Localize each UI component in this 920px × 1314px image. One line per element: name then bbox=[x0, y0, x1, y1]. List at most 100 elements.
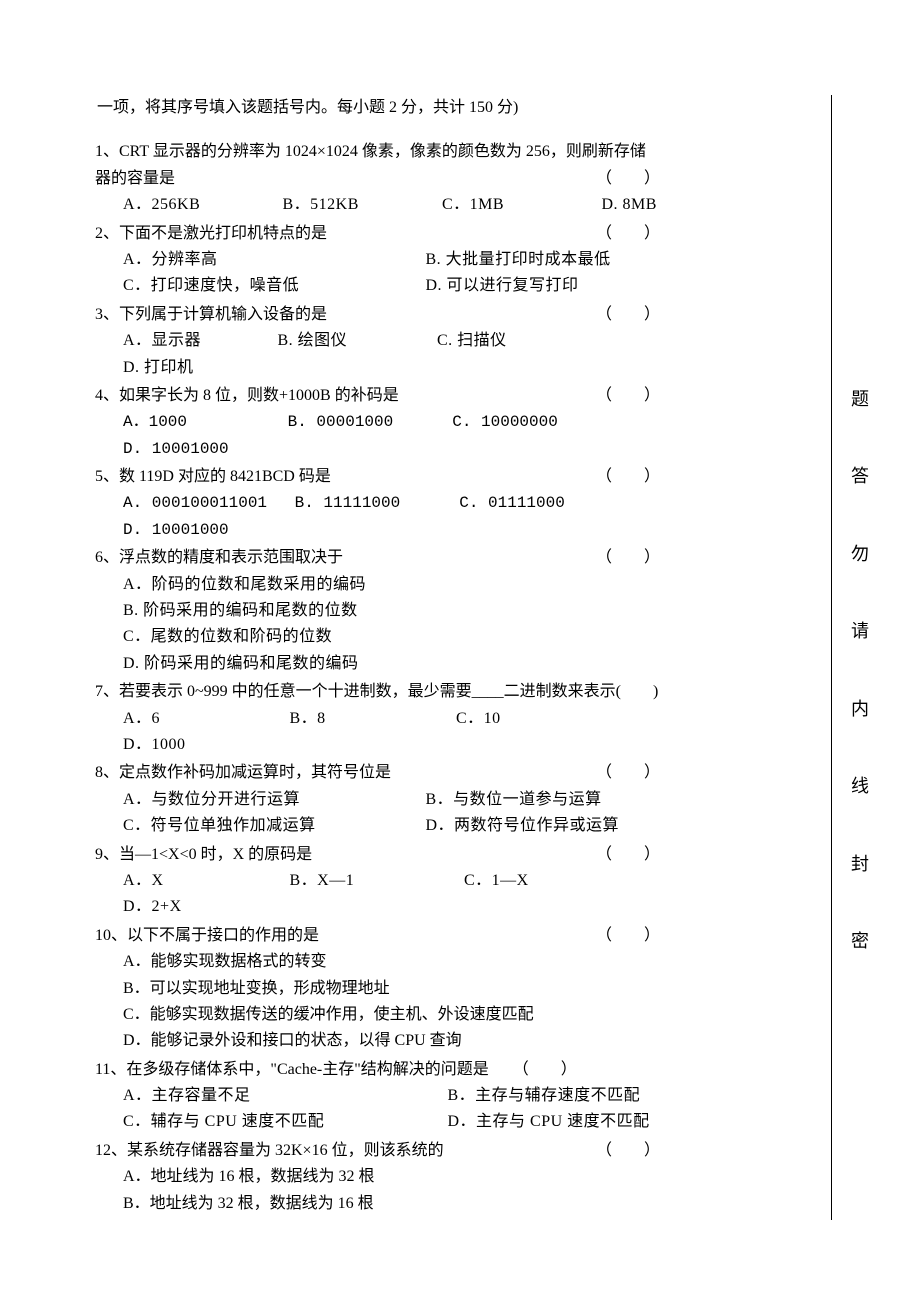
question-stem: 9、当—1<X<0 时，X 的原码是 （ ） bbox=[95, 842, 660, 868]
question-stem: 12、某系统存储器容量为 32K×16 位，则该系统的 （ ） bbox=[95, 1138, 660, 1164]
question-stem: 4、如果字长为 8 位，则数+1000B 的补码是 （ ） bbox=[95, 383, 660, 409]
options-row: A．阶码的位数和尾数采用的编码 B. 阶码采用的编码和尾数的位数 bbox=[95, 572, 660, 625]
question-stem: 8、定点数作补码加减运算时，其符号位是 （ ） bbox=[95, 760, 660, 786]
option-c: C．打印速度快，噪音低 bbox=[123, 273, 421, 299]
option-c: C. 扫描仪 bbox=[437, 328, 592, 354]
seal-line bbox=[831, 95, 832, 1220]
options-row: A．主存容量不足 B．主存与辅存速度不匹配 bbox=[95, 1083, 660, 1109]
question-10: 10、以下不属于接口的作用的是 （ ） A．能够实现数据格式的转变 B．可以实现… bbox=[95, 923, 660, 1055]
question-5: 5、数 119D 对应的 8421BCD 码是 （ ） A. 000100011… bbox=[95, 464, 660, 543]
question-4: 4、如果字长为 8 位，则数+1000B 的补码是 （ ） A．1000 B. … bbox=[95, 383, 660, 462]
option-a: A．能够实现数据格式的转变 bbox=[95, 949, 660, 975]
answer-bracket: （ ） bbox=[596, 166, 660, 192]
options-row: A．分辨率高 B. 大批量打印时成本最低 bbox=[95, 247, 660, 273]
option-c: C．1—X bbox=[464, 868, 634, 894]
option-a: A．显示器 bbox=[123, 328, 273, 354]
stem-text: 2、下面不是激光打印机特点的是 bbox=[95, 225, 327, 242]
question-stem: 7、若要表示 0~999 中的任意一个十进制数，最少需要____二进制数来表示(… bbox=[95, 679, 660, 705]
question-stem: 5、数 119D 对应的 8421BCD 码是 （ ） bbox=[95, 464, 660, 490]
option-b: B．主存与辅存速度不匹配 bbox=[448, 1083, 641, 1109]
options-row: C．辅存与 CPU 速度不匹配 D．主存与 CPU 速度不匹配 bbox=[95, 1109, 660, 1135]
option-b: B．与数位一道参与运算 bbox=[426, 787, 602, 813]
side-char: 密 bbox=[851, 932, 869, 950]
option-c: C．辅存与 CPU 速度不匹配 bbox=[123, 1109, 443, 1135]
question-3: 3、下列属于计算机输入设备的是 （ ） A．显示器 B. 绘图仪 C. 扫描仪 … bbox=[95, 302, 660, 381]
question-6: 6、浮点数的精度和表示范围取决于 （ ） A．阶码的位数和尾数采用的编码 B. … bbox=[95, 545, 660, 677]
option-a: A．分辨率高 bbox=[123, 247, 421, 273]
option-b: B. 阶码采用的编码和尾数的位数 bbox=[123, 598, 358, 624]
answer-bracket: （ ） bbox=[596, 842, 660, 868]
question-7: 7、若要表示 0~999 中的任意一个十进制数，最少需要____二进制数来表示(… bbox=[95, 679, 660, 758]
option-a: A．与数位分开进行运算 bbox=[123, 787, 421, 813]
option-a: A．阶码的位数和尾数采用的编码 bbox=[123, 572, 421, 598]
question-11: 11、在多级存储体系中，"Cache-主存"结构解决的问题是 （ ） A．主存容… bbox=[95, 1057, 660, 1136]
option-d: D. 10001000 bbox=[123, 517, 229, 543]
side-char: 题 bbox=[851, 390, 869, 408]
options-row: C．符号位单独作加减运算 D．两数符号位作异或运算 bbox=[95, 813, 660, 839]
question-stem: 10、以下不属于接口的作用的是 （ ） bbox=[95, 923, 660, 949]
question-stem: 6、浮点数的精度和表示范围取决于 （ ） bbox=[95, 545, 660, 571]
option-a: A．256KB bbox=[123, 192, 278, 218]
option-b: B．地址线为 32 根，数据线为 16 根 bbox=[95, 1191, 660, 1217]
option-b: B．8 bbox=[290, 706, 452, 732]
option-a: A．1000 bbox=[123, 409, 278, 435]
option-a: A．地址线为 16 根，数据线为 32 根 bbox=[95, 1164, 660, 1190]
option-d: D．1000 bbox=[123, 732, 186, 758]
side-char: 封 bbox=[851, 855, 869, 873]
option-b: B．512KB bbox=[283, 192, 438, 218]
side-char: 请 bbox=[851, 622, 869, 640]
option-d: D. 10001000 bbox=[123, 436, 229, 462]
option-d: D．能够记录外设和接口的状态，以得 CPU 查询 bbox=[95, 1028, 660, 1054]
page-content: 一项，将其序号填入该题括号内。每小题 2 分，共计 150 分) 1、CRT 显… bbox=[0, 0, 760, 1314]
stem-text: 4、如果字长为 8 位，则数+1000B 的补码是 bbox=[95, 387, 399, 404]
option-d: D．主存与 CPU 速度不匹配 bbox=[448, 1109, 650, 1135]
question-stem: 11、在多级存储体系中，"Cache-主存"结构解决的问题是 （ ） bbox=[95, 1057, 660, 1083]
answer-bracket: （ ） bbox=[596, 545, 660, 571]
options-row: A．X B．X—1 C．1—X D．2+X bbox=[95, 868, 660, 921]
stem-text: 9、当—1<X<0 时，X 的原码是 bbox=[95, 846, 312, 863]
stem-text: 8、定点数作补码加减运算时，其符号位是 bbox=[95, 764, 391, 781]
answer-bracket: （ ） bbox=[596, 1138, 660, 1164]
side-char: 内 bbox=[851, 700, 869, 718]
question-12: 12、某系统存储器容量为 32K×16 位，则该系统的 （ ） A．地址线为 1… bbox=[95, 1138, 660, 1217]
option-b: B. 大批量打印时成本最低 bbox=[426, 247, 611, 273]
option-c: C．能够实现数据传送的缓冲作用，使主机、外设速度匹配 bbox=[95, 1002, 660, 1028]
options-row: C．打印速度快，噪音低 D. 可以进行复写打印 bbox=[95, 273, 660, 299]
answer-bracket: （ ） bbox=[596, 923, 660, 949]
option-c: C. 10000000 bbox=[452, 409, 622, 435]
question-stem: 3、下列属于计算机输入设备的是 （ ） bbox=[95, 302, 660, 328]
section-instructions: 一项，将其序号填入该题括号内。每小题 2 分，共计 150 分) bbox=[95, 95, 660, 121]
question-1: 1、CRT 显示器的分辨率为 1024×1024 像素，像素的颜色数为 256，… bbox=[95, 139, 660, 218]
side-char: 线 bbox=[851, 777, 869, 795]
option-d: D. 可以进行复写打印 bbox=[426, 273, 579, 299]
stem-text: 6、浮点数的精度和表示范围取决于 bbox=[95, 549, 343, 566]
option-b: B. 绘图仪 bbox=[278, 328, 433, 354]
option-d: D．2+X bbox=[123, 894, 182, 920]
option-a: A．6 bbox=[123, 706, 285, 732]
stem-text: 10、以下不属于接口的作用的是 bbox=[95, 927, 319, 944]
option-a: A．主存容量不足 bbox=[123, 1083, 443, 1109]
option-d: D. 8MB bbox=[602, 192, 657, 218]
options-row: A．1000 B. 00001000 C. 10000000 D. 100010… bbox=[95, 409, 660, 462]
option-b: B．X—1 bbox=[290, 868, 460, 894]
options-row: A．6 B．8 C．10 D．1000 bbox=[95, 706, 660, 759]
option-c: C．10 bbox=[456, 706, 626, 732]
option-c: C. 01111000 bbox=[459, 490, 614, 516]
option-a: A. 000100011001 bbox=[123, 490, 285, 516]
options-row: A．与数位分开进行运算 B．与数位一道参与运算 bbox=[95, 787, 660, 813]
options-row: A．显示器 B. 绘图仪 C. 扫描仪 D. 打印机 bbox=[95, 328, 660, 381]
answer-bracket: （ ） bbox=[596, 302, 660, 328]
option-d: D．两数符号位作异或运算 bbox=[426, 813, 620, 839]
option-d: D. 阶码采用的编码和尾数的编码 bbox=[123, 651, 359, 677]
answer-bracket: （ ） bbox=[596, 221, 660, 247]
option-d: D. 打印机 bbox=[123, 355, 194, 381]
options-row: C．尾数的位数和阶码的位数 D. 阶码采用的编码和尾数的编码 bbox=[95, 624, 660, 677]
answer-bracket: （ ） bbox=[596, 760, 660, 786]
option-c: C．1MB bbox=[442, 192, 597, 218]
stem-text: 1、CRT 显示器的分辨率为 1024×1024 像素，像素的颜色数为 256，… bbox=[95, 143, 646, 186]
stem-text: 5、数 119D 对应的 8421BCD 码是 bbox=[95, 468, 331, 485]
option-c: C．符号位单独作加减运算 bbox=[123, 813, 421, 839]
question-stem: 1、CRT 显示器的分辨率为 1024×1024 像素，像素的颜色数为 256，… bbox=[95, 139, 660, 192]
options-row: A．256KB B．512KB C．1MB D. 8MB bbox=[95, 192, 660, 218]
question-2: 2、下面不是激光打印机特点的是 （ ） A．分辨率高 B. 大批量打印时成本最低… bbox=[95, 221, 660, 300]
